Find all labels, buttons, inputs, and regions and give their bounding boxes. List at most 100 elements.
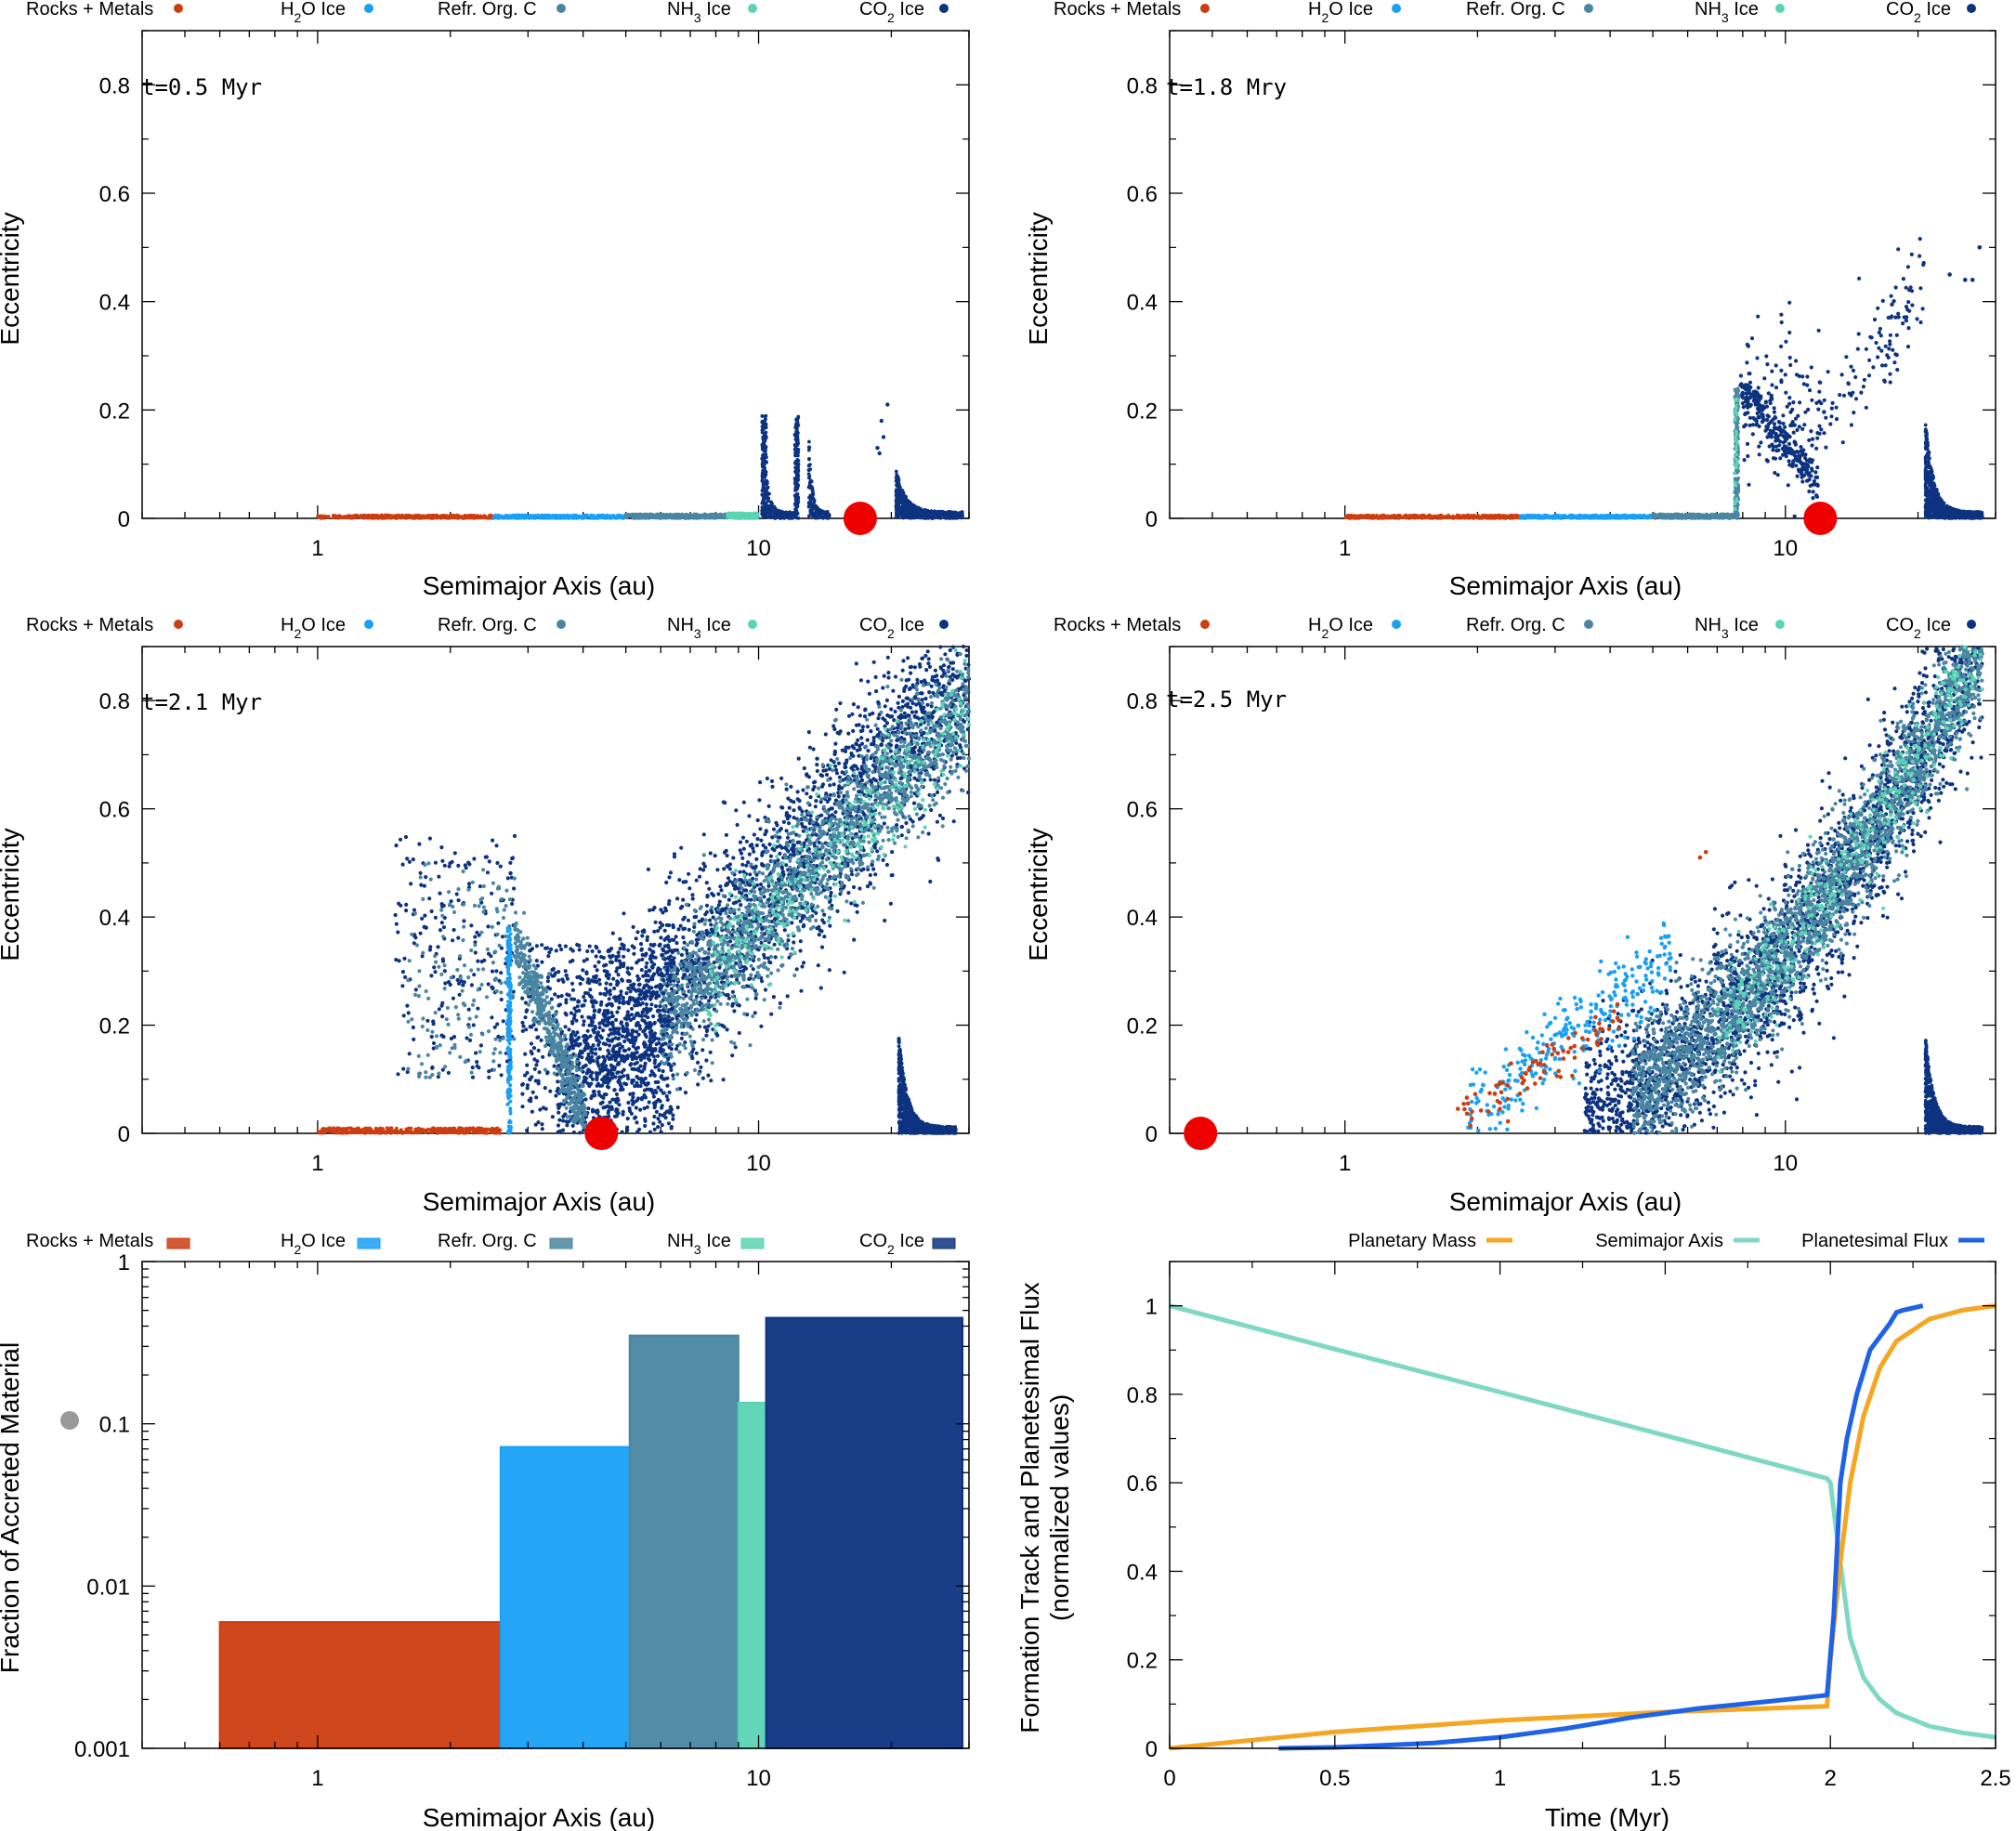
co2-point <box>1874 340 1879 346</box>
rocks-point <box>415 515 420 519</box>
co2-point <box>1849 364 1853 369</box>
co2-point <box>1744 423 1748 427</box>
nh3-point <box>1735 452 1738 457</box>
co2-point <box>806 445 811 450</box>
co2-point <box>1906 300 1911 305</box>
legend-h2o-label: H2O Ice <box>281 0 346 25</box>
h2o-point <box>572 515 576 518</box>
refr-point <box>655 512 659 517</box>
co2-point <box>908 507 911 512</box>
co2-point <box>1770 397 1774 401</box>
panel-a-time-annotation: t=0.5 Myr <box>141 74 262 100</box>
rocks-point <box>469 514 474 517</box>
co2-point <box>1878 326 1882 332</box>
legend-co2-label: CO2 Ice <box>1886 0 1951 25</box>
legend-refr-marker <box>556 4 566 13</box>
co2-point <box>1793 454 1798 459</box>
co2-point <box>1776 426 1782 431</box>
refr-point <box>1734 487 1738 490</box>
h2o-point <box>524 513 528 517</box>
co2-point <box>761 453 766 457</box>
co2-point <box>1877 346 1881 350</box>
co2-point <box>1824 415 1828 420</box>
co2-point <box>911 504 916 508</box>
h2o-point <box>500 516 504 520</box>
panel-a-ytick-label: 0.6 <box>99 182 130 207</box>
co2-point <box>894 469 898 474</box>
co2-point <box>1838 393 1842 398</box>
co2-point <box>1773 414 1777 420</box>
co2-point <box>1787 355 1792 360</box>
rocks-point <box>1432 515 1435 518</box>
rocks-point <box>1458 516 1462 520</box>
rocks-point <box>317 516 321 519</box>
h2o-point <box>509 514 514 518</box>
rocks-point <box>407 514 412 517</box>
co2-point <box>1803 466 1808 472</box>
rocks-point <box>427 514 431 517</box>
co2-point <box>1763 399 1769 404</box>
co2-point <box>796 431 800 435</box>
co2-point <box>1790 407 1795 412</box>
co2-point <box>1775 473 1780 477</box>
panel-a-ytick-label: 0.2 <box>99 399 130 424</box>
panel-b-ytick-label: 0.6 <box>1127 182 1158 207</box>
co2-point <box>944 512 949 516</box>
refr-point <box>1652 516 1656 519</box>
co2-point <box>795 460 799 464</box>
co2-point <box>1787 441 1792 446</box>
co2-point <box>1879 363 1885 368</box>
co2-point <box>1769 435 1774 439</box>
co2-point <box>1864 347 1868 351</box>
co2-point <box>1815 482 1820 487</box>
rocks-point <box>1490 516 1495 519</box>
rocks-point <box>1438 514 1442 517</box>
nh3-point <box>744 512 748 516</box>
co2-point <box>1809 429 1813 434</box>
panel-a-xtick-label: 10 <box>746 536 771 561</box>
legend-rocks-label: Rocks + Metals <box>1054 0 1181 20</box>
co2-point <box>1866 373 1872 378</box>
legend-nh3-label: NH3 Ice <box>667 0 731 25</box>
co2-point <box>1747 482 1751 487</box>
co2-point <box>1800 470 1804 475</box>
refr-point <box>1733 477 1737 481</box>
co2-point <box>1750 423 1755 427</box>
co2-point <box>764 424 768 427</box>
co2-point <box>795 491 800 496</box>
h2o-point <box>1606 515 1611 518</box>
co2-point <box>1783 373 1787 377</box>
co2-point <box>781 515 786 518</box>
co2-point <box>1816 407 1821 412</box>
legend-rocks-marker <box>1200 4 1210 13</box>
nh3-point <box>1734 445 1738 449</box>
nh3-point <box>1735 399 1739 402</box>
co2-point <box>793 504 798 507</box>
refr-point <box>1677 513 1682 517</box>
co2-point <box>762 457 766 462</box>
legend-h2o-label: H2O Ice <box>1308 0 1373 25</box>
co2-point <box>1800 426 1805 431</box>
co2-point <box>1752 396 1757 400</box>
rocks-point <box>383 513 386 517</box>
co2-point <box>760 479 765 483</box>
co2-point <box>1905 265 1910 269</box>
co2-point <box>1876 355 1880 360</box>
rocks-point <box>1361 516 1365 519</box>
rocks-point <box>399 516 404 519</box>
co2-point <box>1755 356 1760 360</box>
refr-point <box>1703 516 1707 519</box>
rocks-point <box>468 516 473 520</box>
rocks-point <box>396 513 400 517</box>
co2-point <box>1759 440 1763 445</box>
co2-point <box>806 464 811 468</box>
co2-point <box>1909 252 1914 256</box>
co2-point <box>1920 307 1925 311</box>
co2-point <box>1891 347 1895 352</box>
panel-b-legend: Rocks + Metals H2O Ice Refr. Org. C NH3 … <box>1054 0 1976 25</box>
co2-point <box>1867 358 1872 362</box>
co2-point <box>1834 417 1839 422</box>
co2-point <box>1877 330 1881 335</box>
nh3-point <box>727 515 731 518</box>
co2-point <box>1747 391 1751 396</box>
